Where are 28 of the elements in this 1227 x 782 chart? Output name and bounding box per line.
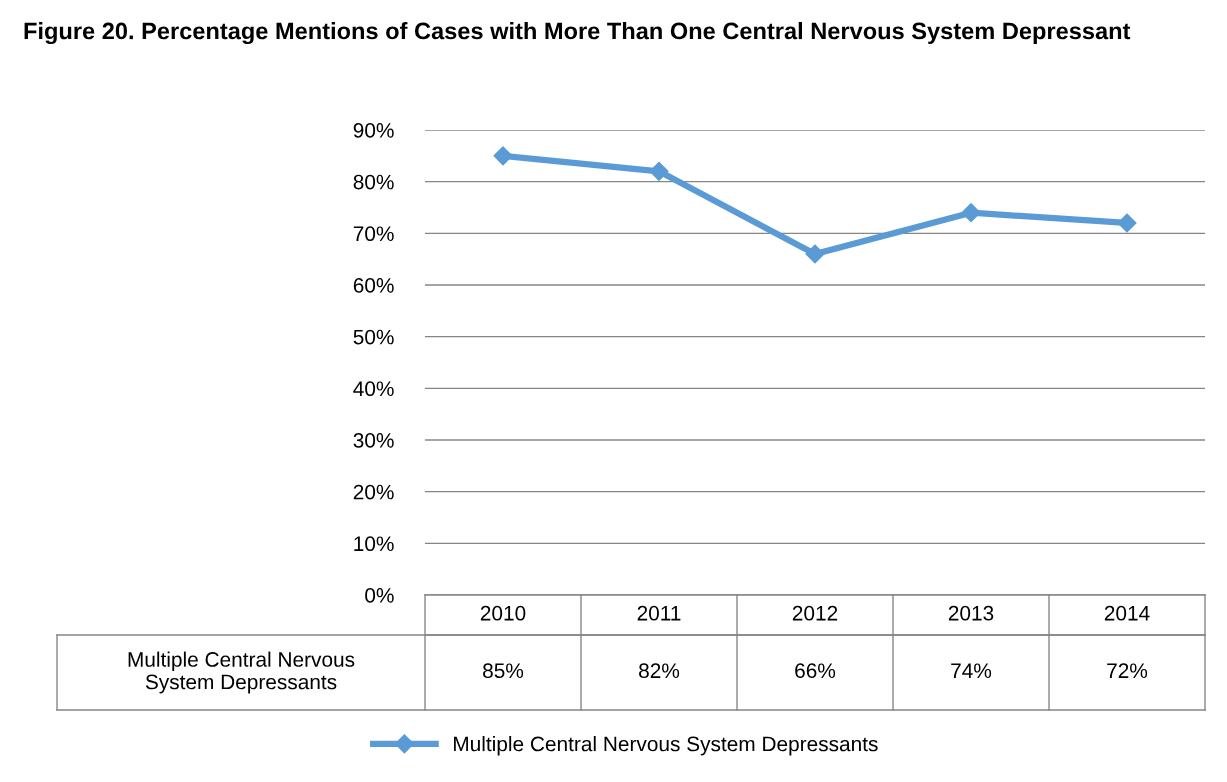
data-label: 74% [951,663,992,679]
y-tick-label: 60% [353,278,394,293]
x-tick-label: 2014 [1104,605,1150,621]
chart-title: Figure 20. Percentage Mentions of Cases with More Than One Central Nervous System Depressant [24,22,1131,45]
y-tick-label: 30% [353,433,394,448]
y-tick-label: 20% [353,484,394,500]
point [961,203,981,223]
x-tick-label: 2012 [792,605,838,621]
legend-label: Multiple Central Nervous System Depressants [454,736,878,756]
data-label: 82% [639,663,680,679]
point [1117,213,1137,233]
data-label: 85% [483,663,524,679]
y-tick-label: 70% [353,226,394,242]
text: Multiple Central Nervous System Depressants [128,651,355,694]
y-tick-label: 80% [353,174,394,190]
point [805,244,825,264]
y-tick-label: 0% [365,588,394,603]
data-label: 72% [1107,663,1148,679]
x-tick-label: 2011 [637,605,681,621]
x-tick-label: 2013 [948,605,994,621]
point [649,161,669,181]
y-tick-label: 50% [353,329,394,345]
y-tick-label: 90% [353,123,394,138]
point [493,146,513,166]
x-tick-label: 2010 [480,605,526,621]
y-tick-label: 40% [353,381,394,397]
data-label: 66% [795,663,836,679]
y-tick-label: 10% [354,536,394,552]
